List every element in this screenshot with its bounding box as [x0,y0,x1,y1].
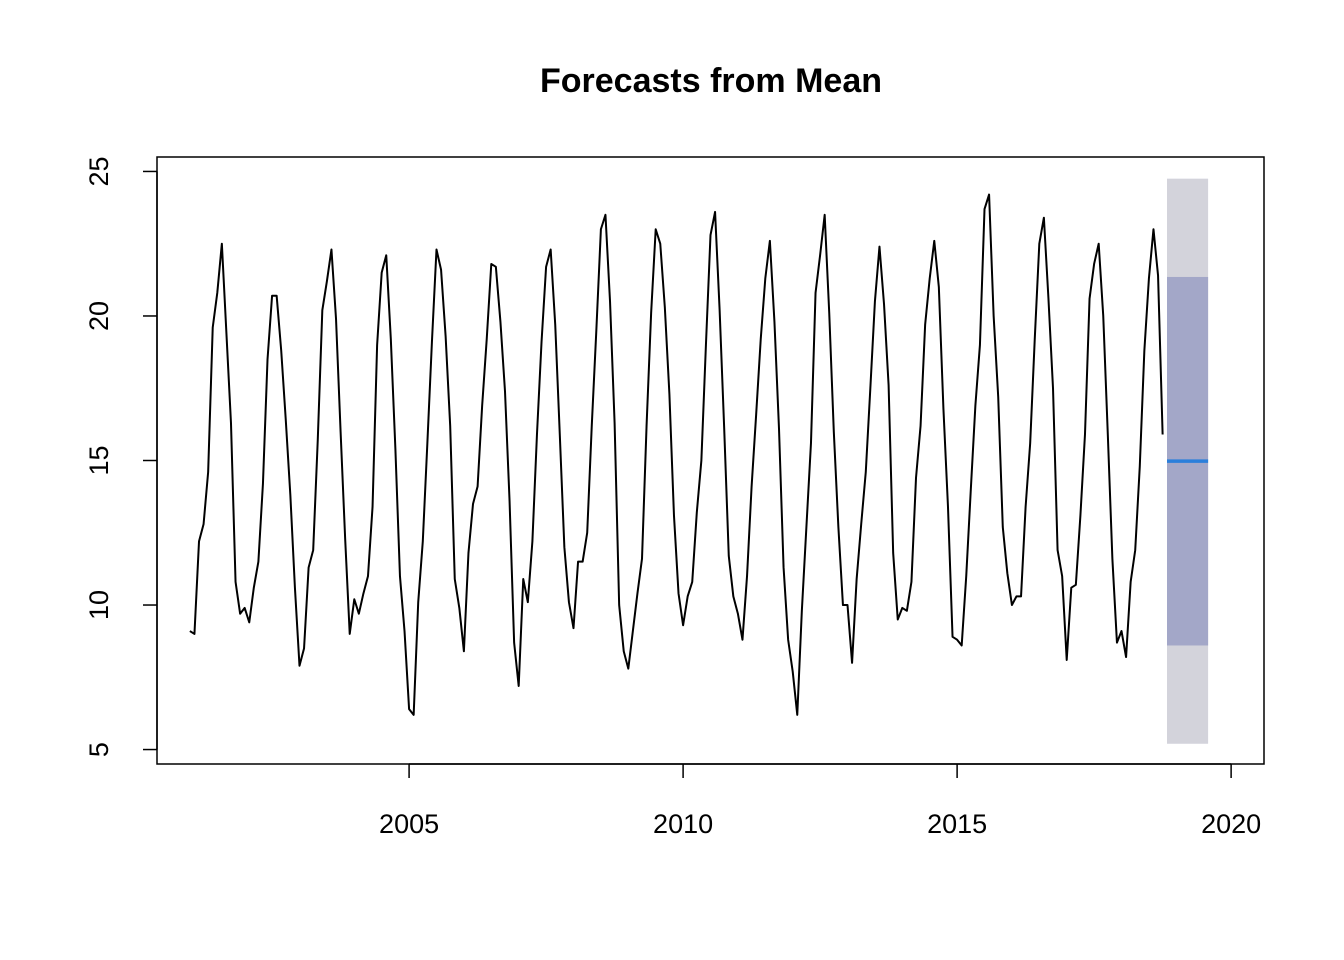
series-line [189,193,1164,716]
y-tick-label: 15 [84,445,114,475]
y-tick-label: 5 [84,742,114,757]
y-axis: 5 10 15 20 25 [84,156,158,757]
x-tick-label: 2020 [1201,809,1261,839]
x-tick-label: 2015 [927,809,987,839]
y-tick-label: 10 [84,590,114,620]
chart-title: Forecasts from Mean [540,62,882,100]
y-tick-label: 25 [84,156,114,186]
y-tick-label: 20 [84,301,114,331]
x-tick-label: 2010 [653,809,713,839]
x-tick-label: 2005 [379,809,439,839]
series-line-group [189,193,1164,716]
x-axis: 2005 2010 2015 2020 [379,763,1261,839]
